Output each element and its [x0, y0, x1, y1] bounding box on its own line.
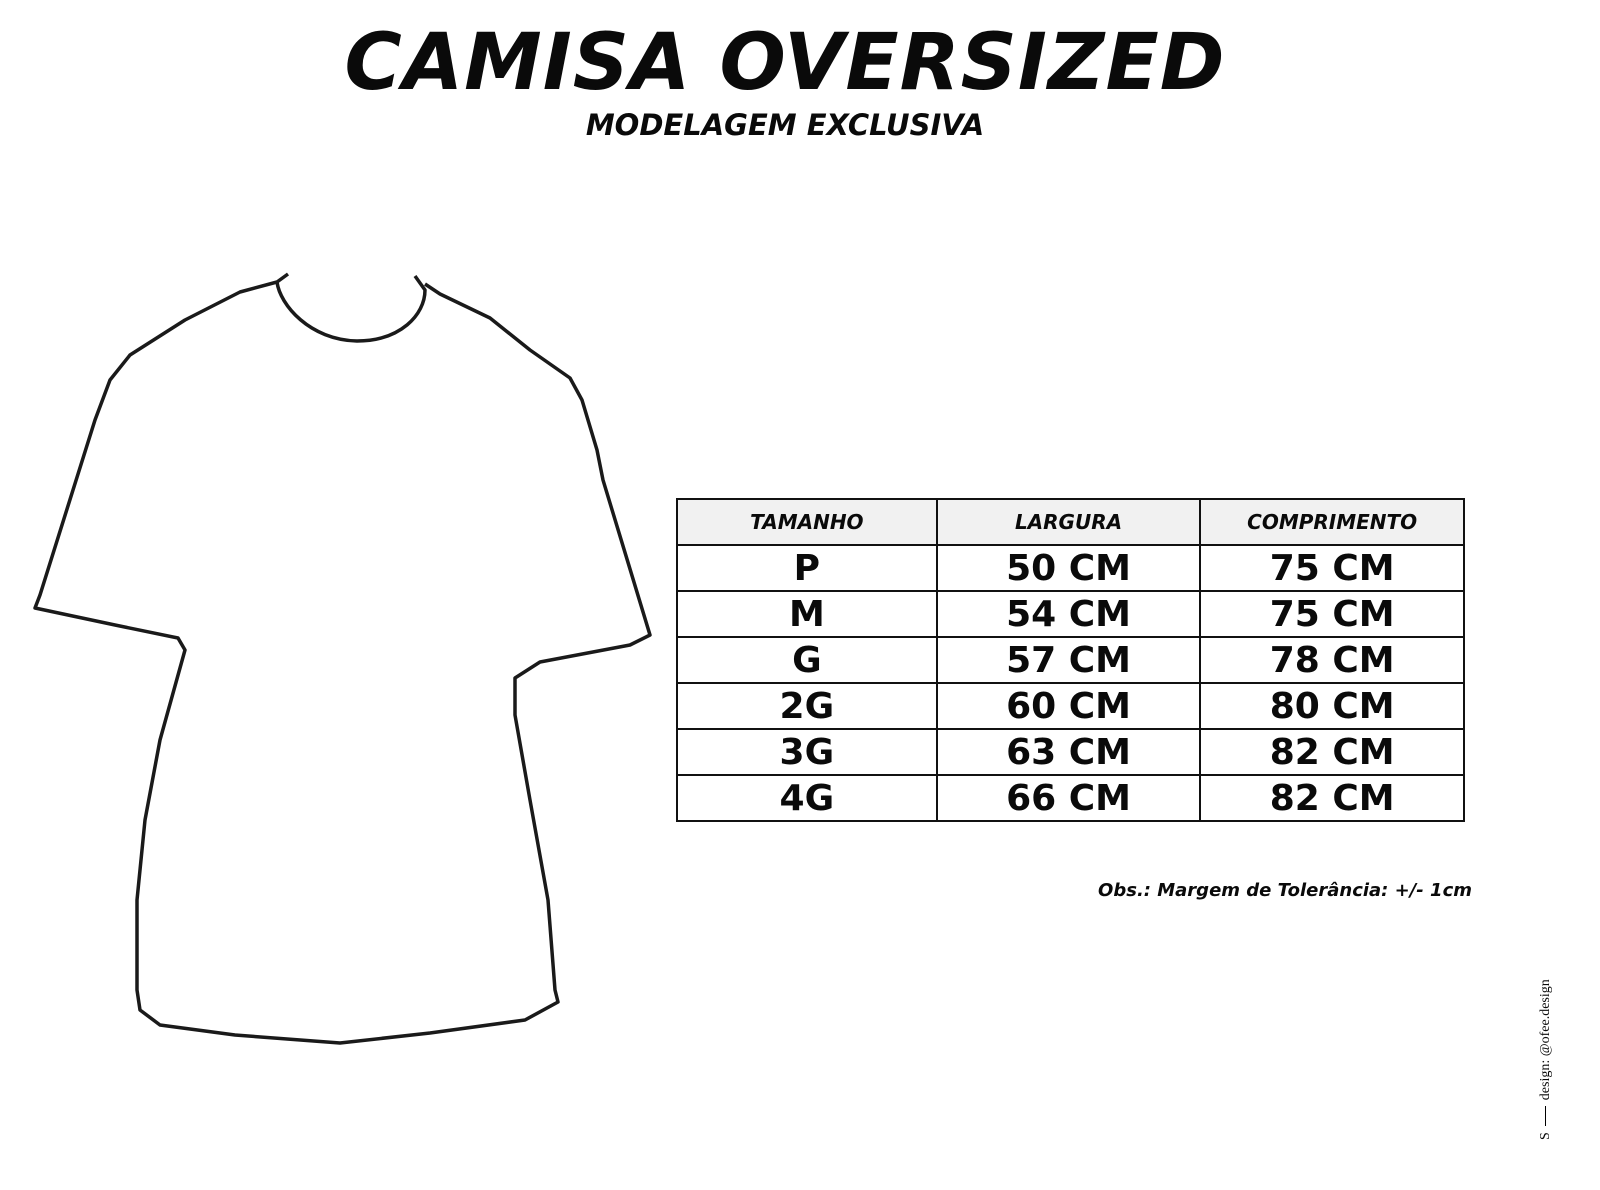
size-cell: 3G	[676, 728, 938, 776]
size-cell: G	[676, 636, 938, 684]
credit-text: design: @ofee.design	[1538, 979, 1553, 1101]
size-cell: 2G	[676, 682, 938, 730]
size-cell: 4G	[676, 774, 938, 822]
length-cell: 80 CM	[1199, 682, 1465, 730]
table-row: 3G 63 CM 82 CM	[676, 728, 1465, 776]
table-row: M 54 CM 75 CM	[676, 590, 1465, 638]
width-cell: 66 CM	[935, 774, 1202, 822]
table-header-row: TAMANHO LARGURA COMPRIMENTO	[676, 498, 1465, 546]
table-row: 4G 66 CM 82 CM	[676, 774, 1465, 822]
length-cell: 78 CM	[1199, 636, 1465, 684]
divider	[1545, 1106, 1547, 1127]
length-cell: 82 CM	[1199, 728, 1465, 776]
length-cell: 75 CM	[1199, 590, 1465, 638]
page-title: CAMISA OVERSIZED	[344, 18, 1226, 108]
width-cell: 63 CM	[935, 728, 1202, 776]
page-subtitle: MODELAGEM EXCLUSIVA	[585, 108, 985, 142]
table-row: G 57 CM 78 CM	[676, 636, 1465, 684]
size-cell: M	[676, 590, 938, 638]
width-cell: 57 CM	[935, 636, 1202, 684]
tolerance-note: Obs.: Margem de Tolerância: +/- 1cm	[1098, 880, 1472, 901]
size-table: TAMANHO LARGURA COMPRIMENTO P 50 CM 75 CM M…	[676, 498, 1465, 822]
header-length: COMPRIMENTO	[1199, 498, 1465, 546]
header-width: LARGURA	[935, 498, 1202, 546]
table-row: 2G 60 CM 80 CM	[676, 682, 1465, 730]
table-row: P 50 CM 75 CM	[676, 544, 1465, 592]
length-cell: 82 CM	[1199, 774, 1465, 822]
length-cell: 75 CM	[1199, 544, 1465, 592]
width-cell: 50 CM	[935, 544, 1202, 592]
size-cell: P	[676, 544, 938, 592]
design-credit: Sdesign: @ofee.design	[1538, 979, 1554, 1140]
header-size: TAMANHO	[676, 498, 938, 546]
tshirt-outline-illustration	[33, 272, 652, 1045]
width-cell: 60 CM	[935, 682, 1202, 730]
credit-letter: S	[1538, 1132, 1553, 1140]
width-cell: 54 CM	[935, 590, 1202, 638]
